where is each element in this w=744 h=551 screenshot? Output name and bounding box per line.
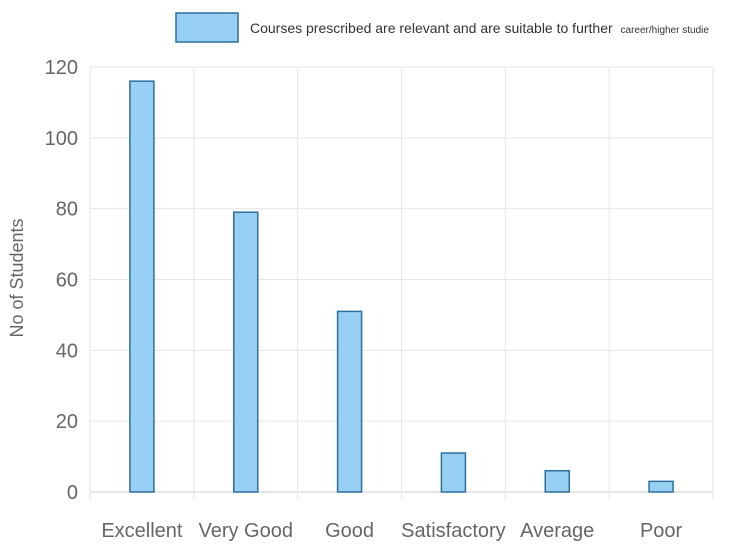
legend-swatch (176, 13, 238, 42)
bar[interactable] (545, 471, 569, 492)
y-tick-label: 80 (56, 199, 78, 221)
y-axis-ticks: 0 20 40 60 80 100 120 (45, 57, 78, 504)
legend-label-small: career/higher studie (621, 25, 710, 36)
grid (90, 67, 713, 500)
bar[interactable] (441, 453, 465, 492)
y-tick-label: 0 (67, 482, 78, 504)
x-tick-label: Good (325, 520, 374, 542)
y-tick-label: 100 (45, 128, 78, 150)
bar[interactable] (649, 481, 673, 492)
y-tick-label: 60 (56, 270, 78, 292)
x-axis-ticks: Excellent Very Good Good Satisfactory Averag… (101, 520, 682, 542)
x-tick-label: Excellent (101, 520, 183, 542)
y-tick-label: 40 (56, 340, 78, 362)
x-tick-label: Poor (640, 520, 683, 542)
bar[interactable] (338, 311, 362, 492)
legend[interactable]: Courses prescribed are relevant and are … (176, 13, 709, 42)
x-tick-label: Very Good (198, 520, 293, 542)
y-tick-label: 120 (45, 57, 78, 79)
x-tick-label: Average (520, 520, 594, 542)
legend-label: Courses prescribed are relevant and are … (250, 20, 709, 36)
bar[interactable] (234, 212, 258, 492)
x-tick-label: Satisfactory (401, 520, 505, 542)
y-axis-title: No of Students (7, 218, 27, 337)
legend-label-main: Courses prescribed are relevant and are … (250, 20, 613, 36)
bar[interactable] (130, 81, 154, 492)
y-tick-label: 20 (56, 411, 78, 433)
